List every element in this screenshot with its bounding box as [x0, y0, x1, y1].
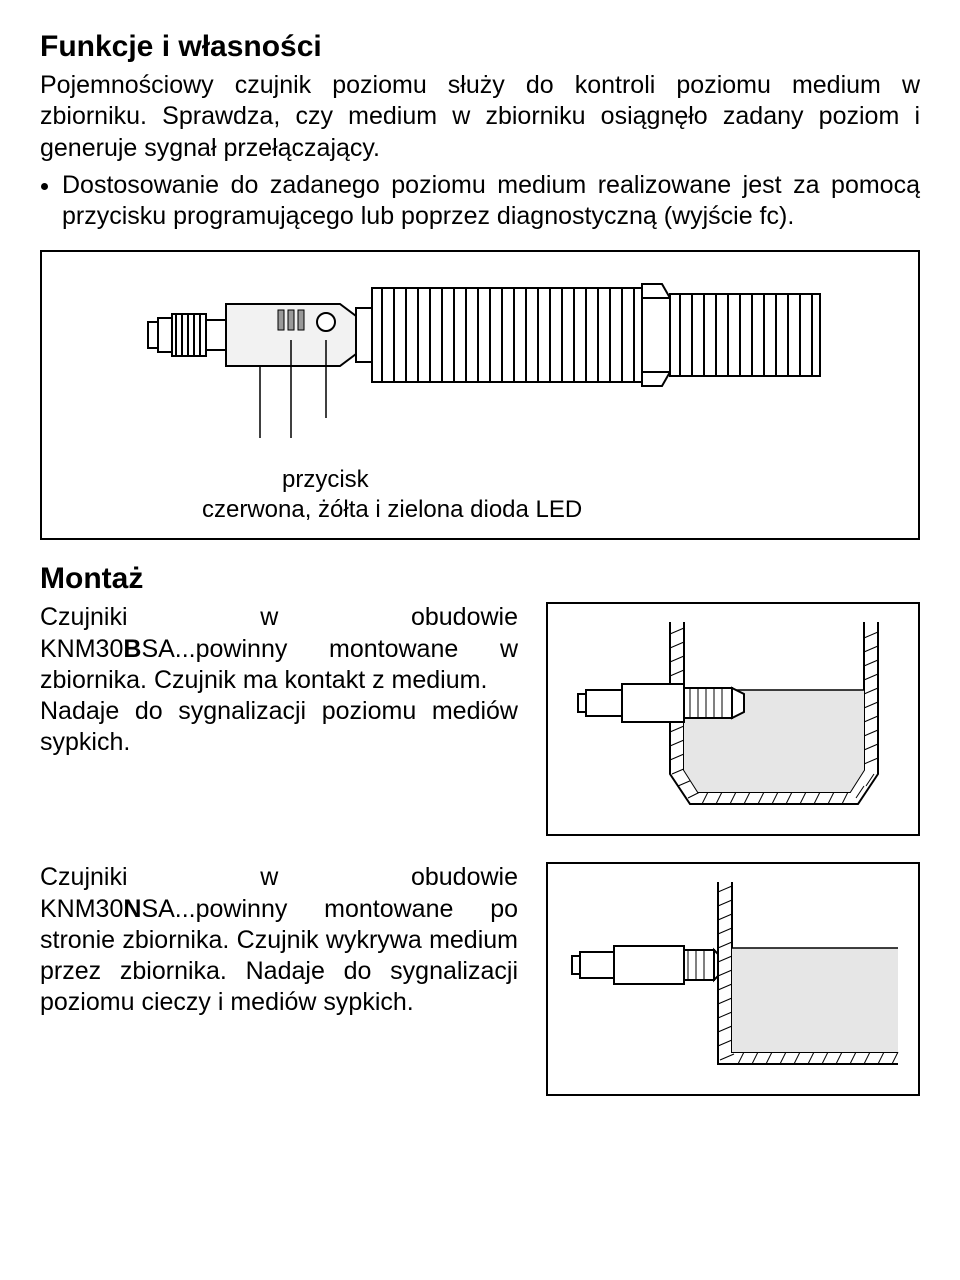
mount-inside-icon — [558, 614, 908, 824]
figure-sensor-overview: przycisk czerwona, żółta i zielona dioda… — [40, 250, 920, 540]
t2b: N — [123, 895, 141, 923]
t1d: Nadaje do sygnalizacji poziomu mediów sy… — [40, 697, 518, 756]
figure-mounting-inside — [546, 602, 920, 836]
bullet-list: Dostosowanie do zadanego poziomu medium … — [40, 170, 920, 233]
sensor-diagram-icon — [130, 270, 830, 460]
mounting-text-2: Czujniki w obudowie KNM30NSA...powinny m… — [40, 862, 518, 1018]
mounting-row-2: Czujniki w obudowie KNM30NSA...powinny m… — [40, 862, 920, 1096]
label-leds: czerwona, żółta i zielona dioda LED — [202, 496, 888, 524]
intro-paragraph: Pojemnościowy czujnik poziomu służy do k… — [40, 70, 920, 164]
mounting-text-1: Czujniki w obudowie KNM30BSA...powinny m… — [40, 602, 518, 758]
t1b: B — [123, 635, 141, 663]
mount-outside-icon — [558, 874, 908, 1084]
label-button: przycisk — [282, 466, 888, 494]
bullet-item: Dostosowanie do zadanego poziomu medium … — [62, 170, 920, 233]
figure-mounting-outside — [546, 862, 920, 1096]
mounting-row-1: Czujniki w obudowie KNM30BSA...powinny m… — [40, 602, 920, 836]
heading-mounting: Montaż — [40, 562, 920, 596]
heading-functions: Funkcje i własności — [40, 30, 920, 64]
